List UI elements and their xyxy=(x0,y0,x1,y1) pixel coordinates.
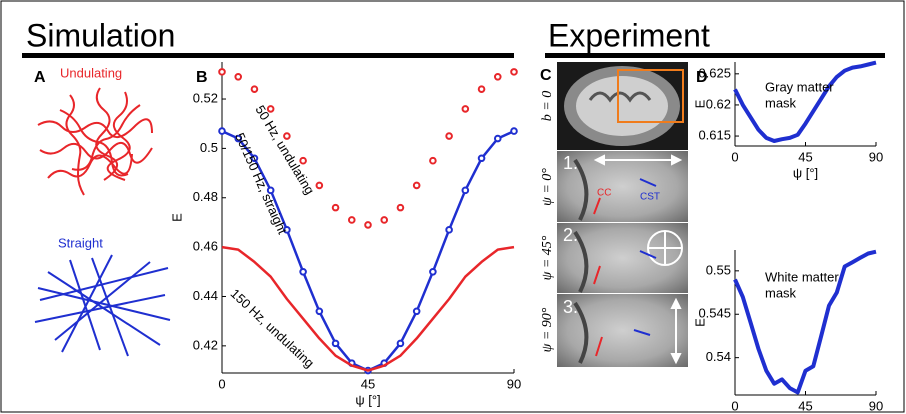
header-bar xyxy=(545,53,885,58)
x-tick-label: 0 xyxy=(218,376,225,391)
y-tick-label: 0.55 xyxy=(706,262,731,277)
undulating-fibers xyxy=(37,87,153,196)
point xyxy=(510,127,518,135)
y-tick-label: 0.5 xyxy=(200,140,218,155)
x-axis-label: ψ [°] xyxy=(355,392,380,407)
header-bar xyxy=(22,53,514,58)
point xyxy=(331,203,340,212)
y-tick-label: 0.54 xyxy=(706,349,731,364)
point xyxy=(299,268,307,276)
point xyxy=(250,85,259,93)
series-label: 150 Hz, undulating xyxy=(228,286,318,371)
step-label: 3. xyxy=(563,297,578,317)
point xyxy=(510,68,518,76)
point xyxy=(266,186,275,195)
image-label: ψ = 0° xyxy=(540,168,555,206)
y-tick-label: 0.545 xyxy=(698,306,731,321)
point xyxy=(461,186,470,195)
point xyxy=(218,127,226,135)
x-tick-label: 90 xyxy=(869,398,883,413)
y-axis-label: E xyxy=(169,213,184,222)
point xyxy=(412,181,421,190)
y-tick-label: 0.42 xyxy=(193,337,218,352)
y-tick-label: 0.46 xyxy=(193,239,218,254)
point xyxy=(493,73,502,81)
panel-label: D xyxy=(696,69,708,86)
point xyxy=(283,132,291,140)
straight-fibers xyxy=(34,254,171,357)
point xyxy=(315,307,324,316)
x-tick-label: 0 xyxy=(731,398,738,413)
point xyxy=(477,85,486,93)
image-label: b = 0 xyxy=(540,91,555,121)
point xyxy=(477,154,486,163)
point xyxy=(445,226,453,234)
label: Straight xyxy=(58,235,103,250)
y-tick-label: 0.625 xyxy=(698,65,731,80)
point xyxy=(266,105,275,113)
point xyxy=(380,216,389,224)
panel-label: A xyxy=(34,69,46,86)
point xyxy=(396,203,405,212)
point xyxy=(364,221,372,229)
point xyxy=(283,226,291,234)
point xyxy=(218,68,226,76)
annotation: White matter xyxy=(765,269,839,284)
annotation: mask xyxy=(765,285,797,300)
point xyxy=(299,156,307,165)
y-tick-label: 0.48 xyxy=(193,189,218,204)
annotation: CST xyxy=(640,192,660,203)
x-tick-label: 45 xyxy=(798,149,812,164)
point xyxy=(234,73,243,81)
x-tick-label: 90 xyxy=(507,376,521,391)
annotation: Gray matter xyxy=(765,79,834,94)
y-tick-label: 0.44 xyxy=(193,288,218,303)
panel-label: B xyxy=(196,69,208,86)
y-tick-label: 0.62 xyxy=(706,96,731,111)
annotation: CC xyxy=(597,188,611,199)
point xyxy=(461,105,470,113)
point xyxy=(412,307,421,316)
point xyxy=(493,134,502,143)
point xyxy=(429,156,437,165)
step-label: 2. xyxy=(563,225,578,245)
panel-label: C xyxy=(540,67,552,84)
y-axis-label: E xyxy=(692,318,707,327)
point xyxy=(396,339,405,348)
header: Simulation xyxy=(26,17,175,53)
x-axis-label: ψ [°] xyxy=(793,165,818,180)
point xyxy=(315,181,324,190)
x-tick-label: 90 xyxy=(869,149,883,164)
step-label: 1. xyxy=(563,153,578,173)
image-label: ψ = 90° xyxy=(540,307,555,352)
mri-images xyxy=(557,62,688,367)
point xyxy=(347,216,356,224)
point xyxy=(429,268,437,276)
label: Undulating xyxy=(60,65,122,80)
x-tick-label: 0 xyxy=(731,149,738,164)
series-line xyxy=(221,245,515,372)
series-line xyxy=(733,60,877,143)
y-tick-label: 0.615 xyxy=(698,127,731,142)
image-label: ψ = 45° xyxy=(540,235,555,280)
x-tick-label: 45 xyxy=(361,376,375,391)
y-axis-label: E xyxy=(692,99,707,108)
annotation: mask xyxy=(765,95,797,110)
header: Experiment xyxy=(548,17,710,53)
point xyxy=(250,154,259,163)
series-line xyxy=(733,249,877,395)
point xyxy=(234,134,243,143)
series-line xyxy=(221,129,515,372)
point xyxy=(331,339,340,348)
x-tick-label: 45 xyxy=(798,398,812,413)
point xyxy=(445,132,453,140)
y-tick-label: 0.52 xyxy=(193,90,218,105)
